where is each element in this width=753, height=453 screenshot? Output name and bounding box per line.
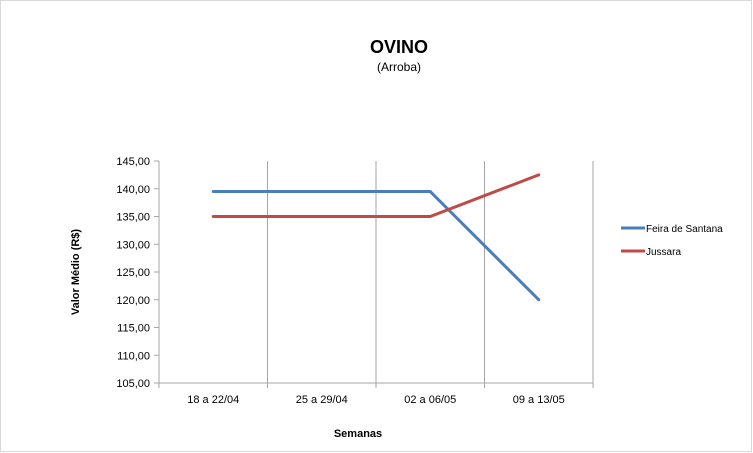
y-tick-label: 125,00 [116, 267, 150, 279]
x-axis-title: Semanas [334, 428, 382, 440]
y-tick-label: 140,00 [116, 184, 150, 196]
legend-label-feira-de-santana: Feira de Santana [646, 224, 723, 235]
x-tick-label: 18 a 22/04 [187, 394, 239, 406]
data-point-jussara [428, 215, 432, 218]
data-point-jussara [320, 215, 324, 218]
x-tick-label: 09 a 13/05 [513, 394, 565, 406]
x-tick-label: 25 a 29/04 [296, 394, 348, 406]
x-tick-label: 02 a 06/05 [404, 394, 456, 406]
data-point-feira-de-santana [320, 190, 324, 194]
y-tick-label: 130,00 [116, 239, 150, 251]
y-axis-title: Valor Médio (R$) [70, 229, 82, 316]
y-tick-label: 105,00 [116, 378, 150, 390]
series-line-feira-de-santana [213, 190, 540, 301]
legend-label-jussara: Jussara [646, 247, 681, 258]
legend: Feira de Santana Jussara [621, 224, 723, 258]
data-point-feira-de-santana [537, 298, 541, 302]
y-tick-label: 110,00 [117, 350, 150, 362]
data-point-feira-de-santana [211, 190, 215, 194]
y-tick-label: 120,00 [116, 295, 150, 307]
chart-subtitle: (Arroba) [377, 60, 421, 74]
y-tick-label: 145,00 [116, 156, 150, 168]
plot-area: 105,00 110,00 115,00 120,00 125,00 130,00 135,… [116, 156, 594, 406]
data-point-jussara [211, 215, 215, 218]
data-point-feira-de-santana [428, 190, 432, 194]
y-tick-label: 115,00 [117, 323, 150, 335]
y-tick-label: 135,00 [116, 212, 150, 224]
chart-title: OVINO [370, 37, 428, 57]
data-point-jussara [537, 173, 541, 177]
series-line-jussara [213, 173, 540, 218]
